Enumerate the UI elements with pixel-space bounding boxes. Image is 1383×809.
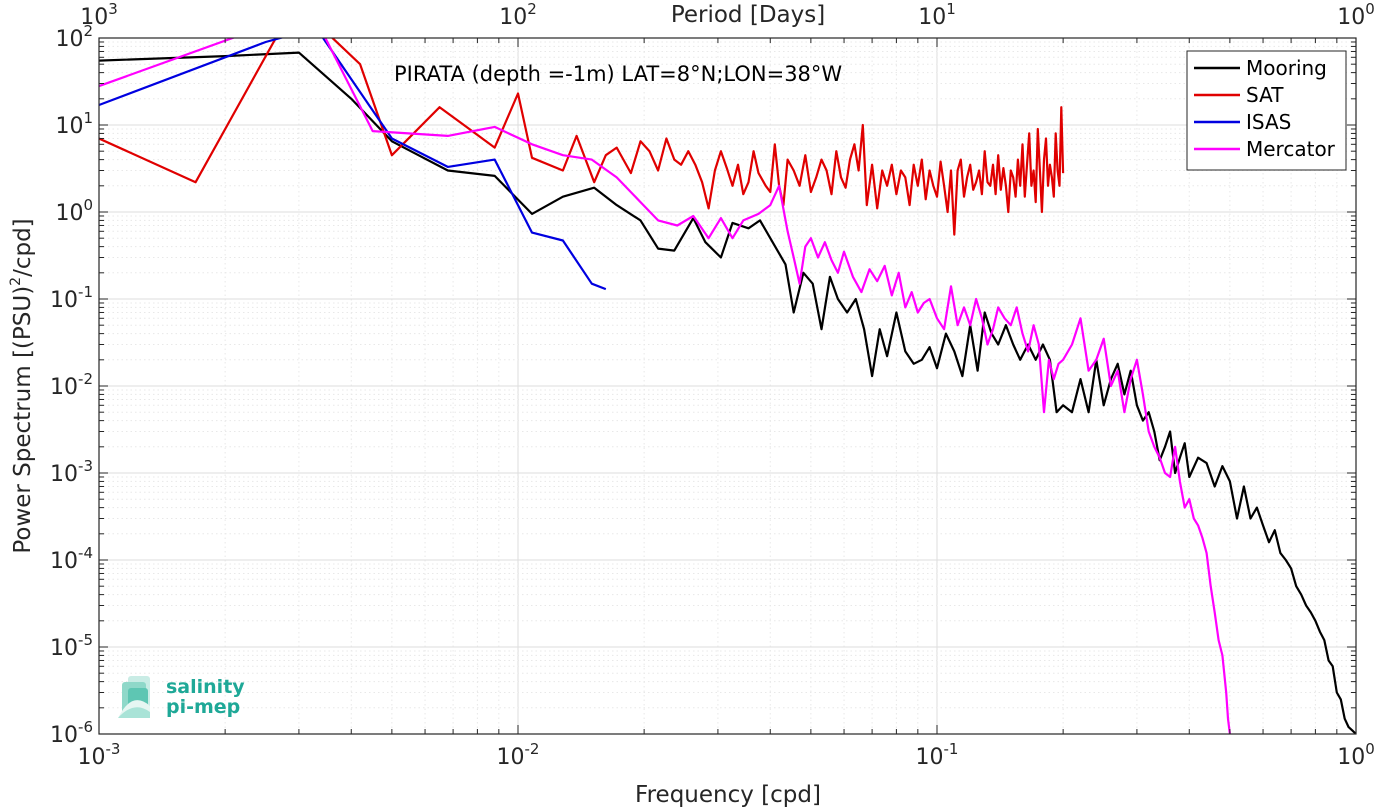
x-tick-label: 10-2 (497, 740, 540, 770)
top-tick-label: 103 (80, 0, 118, 30)
legend-label-mercator: Mercator (1246, 137, 1336, 161)
chart-title: PIRATA (depth =-1m) LAT=8°N;LON=38°W (394, 62, 842, 86)
series-line-mooring (99, 51, 1356, 734)
legend-label-mooring: Mooring (1246, 56, 1327, 80)
legend-label-sat: SAT (1246, 83, 1284, 107)
y-tick-label: 101 (55, 109, 93, 139)
ticks (98, 38, 1356, 735)
y-axis-label-tail: /cpd] (10, 218, 36, 277)
x-axis-label: Frequency [cpd] (635, 782, 821, 808)
series-line-sat (99, 38, 1065, 236)
series-line-isas (99, 38, 607, 291)
salinity-pi-mep-logo: salinity pi-mep (118, 676, 245, 718)
y-tick-label: 10-5 (50, 631, 93, 661)
grid (99, 38, 1356, 734)
top-tick-label: 100 (1337, 0, 1375, 30)
logo-line2: pi-mep (166, 696, 240, 718)
legend: Mooring SAT ISAS Mercator (1186, 50, 1347, 171)
series-layer (99, 38, 1356, 734)
x-tick-label: 10-3 (78, 740, 121, 770)
top-tick-label: 102 (499, 0, 537, 30)
x-tick-label: 100 (1337, 740, 1375, 770)
y-tick-labels: 102 101 100 10-1 10-2 10-3 10-4 10-5 10-6 (50, 22, 93, 748)
y-tick-label: 100 (55, 196, 93, 226)
legend-label-isas: ISAS (1246, 110, 1291, 134)
series-line-mercator (99, 38, 1231, 734)
logo-line1: salinity (166, 676, 245, 698)
top-axis-label: Period [Days] (671, 2, 825, 28)
top-tick-labels: 103 102 101 100 (80, 0, 1375, 30)
x-tick-labels: 10-3 10-2 10-1 100 (78, 740, 1375, 770)
y-tick-label: 102 (55, 22, 93, 52)
y-axis-label-sup: 2 (8, 277, 24, 286)
y-tick-label: 10-4 (50, 544, 93, 574)
x-tick-label: 10-1 (916, 740, 959, 770)
y-tick-label: 10-3 (50, 457, 93, 487)
y-tick-label: 10-6 (50, 718, 93, 748)
logo-mark-icon (118, 676, 150, 718)
y-tick-label: 10-2 (50, 370, 93, 400)
top-tick-label: 101 (918, 0, 956, 30)
y-axis-label: Power Spectrum [(PSU)2/cpd] (8, 218, 36, 553)
y-axis-label-main: Power Spectrum [(PSU) (10, 286, 36, 554)
y-tick-label: 10-1 (50, 283, 93, 313)
